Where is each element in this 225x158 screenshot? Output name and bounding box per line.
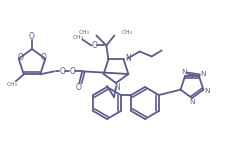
Text: O: O [75,83,81,92]
Text: N: N [180,69,186,75]
Text: N: N [204,88,209,94]
Text: CH₃: CH₃ [78,30,89,35]
Text: O: O [18,53,24,62]
Text: N: N [199,71,205,77]
Text: N: N [188,99,194,105]
Text: CH₃: CH₃ [72,35,83,40]
Text: CH₃: CH₃ [121,30,132,35]
Text: CH₃: CH₃ [6,82,17,87]
Text: O: O [29,32,35,41]
Text: O: O [69,67,75,76]
Text: O: O [59,67,65,76]
Text: O: O [40,53,46,62]
Text: N: N [125,55,130,64]
Text: O: O [91,41,97,50]
Text: N: N [114,83,119,92]
